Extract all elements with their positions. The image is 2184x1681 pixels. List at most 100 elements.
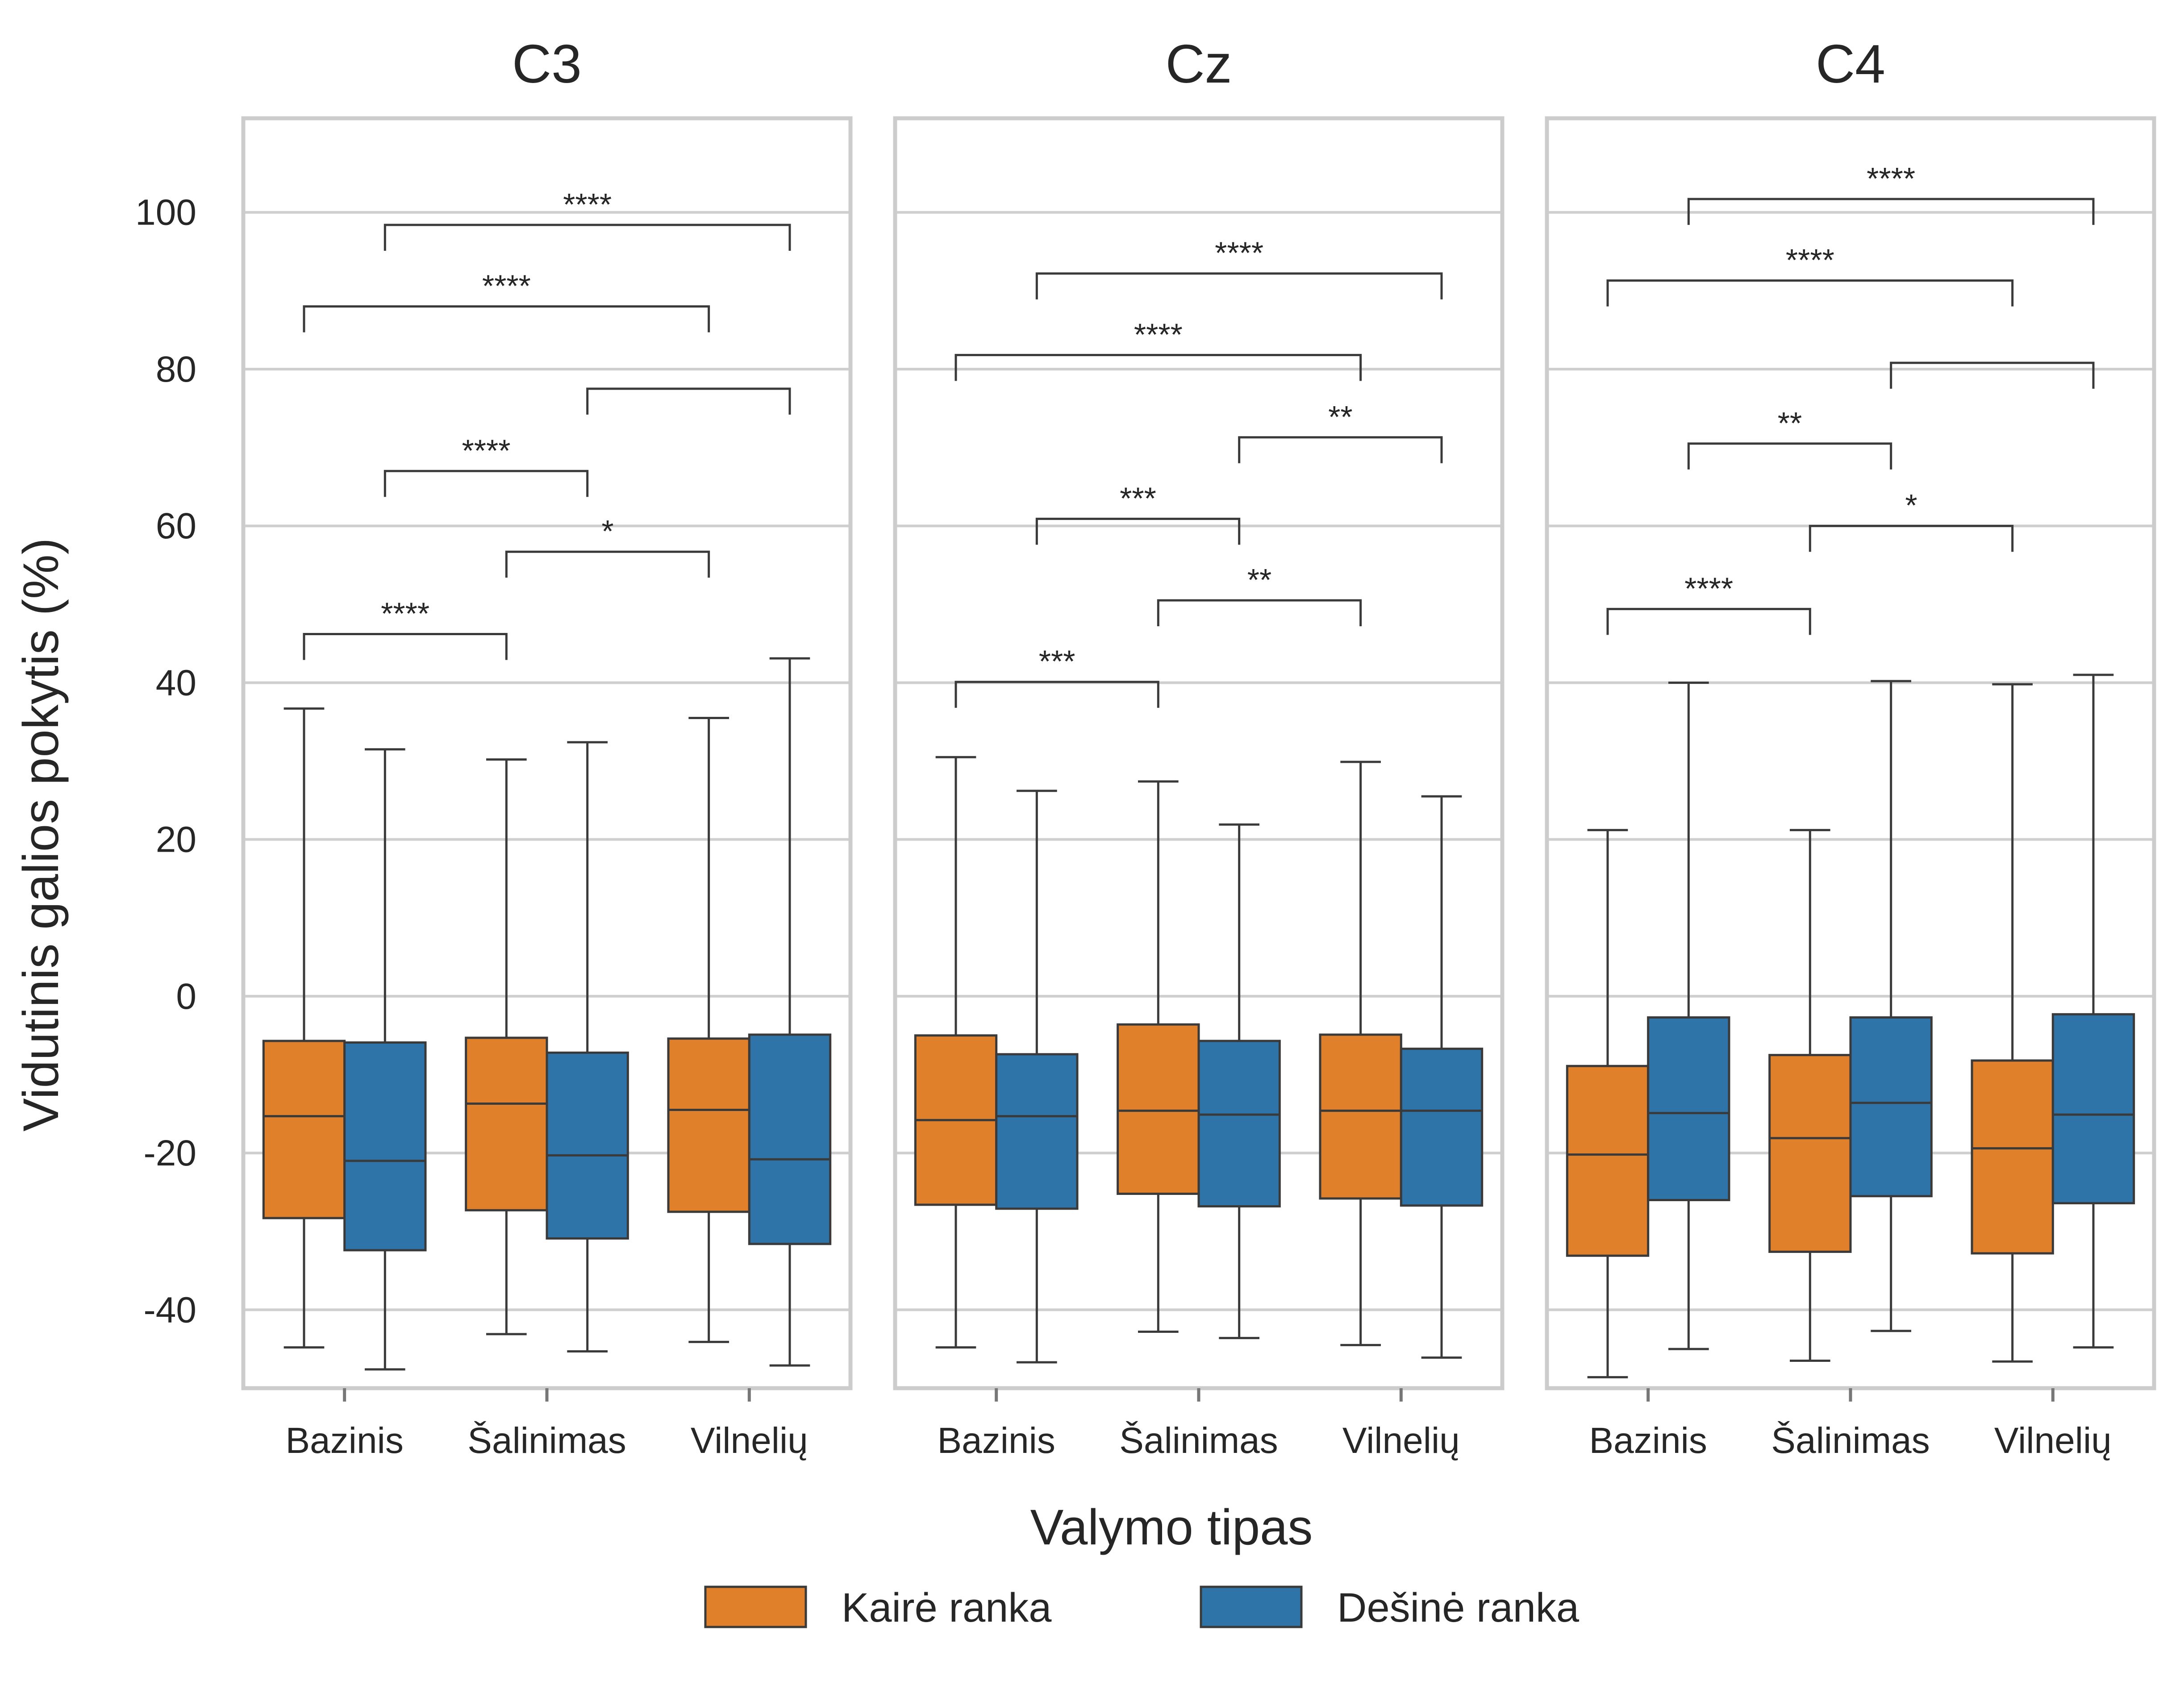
significance-bracket: *** [954, 644, 1159, 708]
significance-bracket: **** [383, 187, 791, 251]
legend-swatch [704, 1585, 807, 1628]
significance-bracket: * [505, 514, 710, 578]
bracket-line [1035, 272, 1443, 300]
iqr-box [1971, 1059, 2054, 1255]
bracket-line [303, 633, 508, 660]
x-tick-label: Vilnelių [1994, 1420, 2112, 1461]
significance-label: ** [1778, 406, 1802, 441]
iqr-box [465, 1036, 548, 1211]
box-vilnelių-kaire [667, 716, 750, 1343]
iqr-box [995, 1053, 1079, 1210]
significance-label: **** [563, 187, 612, 222]
panel-title: C4 [1816, 33, 1885, 94]
bracket-line [1687, 442, 1892, 470]
y-axis-label: Vidutinis galios pokytis (%) [13, 538, 69, 1132]
bracket-line [586, 387, 791, 415]
bracket-line [1238, 436, 1443, 463]
y-tick-label: 80 [156, 349, 196, 390]
y-tick-label: 100 [135, 192, 196, 233]
box-vilnelių-desine [748, 657, 832, 1367]
iqr-box [262, 1040, 346, 1219]
bracket-line [1035, 517, 1241, 545]
bracket-line [1606, 279, 2014, 307]
bracket-line [1157, 599, 1362, 627]
iqr-box [2051, 1013, 2135, 1205]
box-bazinis-desine [1647, 681, 1730, 1350]
significance-bracket: **** [954, 317, 1362, 381]
iqr-box [1768, 1054, 1852, 1253]
x-tick-label: Bazinis [285, 1420, 403, 1461]
significance-label: * [1905, 488, 1917, 523]
x-tick-label: Šalinimas [1771, 1420, 1930, 1461]
x-tick-label: Bazinis [937, 1420, 1055, 1461]
significance-label: * [601, 514, 613, 549]
significance-bracket: **** [1606, 243, 2014, 307]
significance-bracket: *** [1035, 481, 1241, 545]
iqr-box [748, 1033, 832, 1245]
box-vilnelių-desine [2051, 674, 2135, 1349]
panels: C3 -40 -20 0 20 40 60 80 100 Bazinis Šalinimas Viln… [135, 33, 2156, 1461]
x-tick-label: Bazinis [1589, 1420, 1707, 1461]
x-tick-label: Vilnelių [691, 1420, 808, 1461]
iqr-box [1319, 1033, 1402, 1200]
significance-label: **** [381, 596, 429, 631]
significance-label: **** [1134, 317, 1183, 352]
box-šalinimas-kaire [465, 758, 548, 1336]
iqr-box [546, 1051, 629, 1240]
y-tick-label: 40 [156, 662, 196, 703]
significance-label: ** [1328, 399, 1352, 434]
legend: Kairė ranka Dešinė ranka [704, 1585, 1580, 1631]
panel-c3: C3 -40 -20 0 20 40 60 80 100 Bazinis Šalinimas Viln… [135, 33, 853, 1461]
bracket-line [1606, 607, 1811, 635]
bracket-line [505, 550, 710, 578]
iqr-box [1647, 1016, 1730, 1202]
y-tick-label: -40 [143, 1290, 196, 1330]
box-bazinis-desine [995, 790, 1079, 1364]
y-tick-label: 60 [156, 506, 196, 546]
significance-bracket: **** [303, 596, 508, 660]
significance-bracket [1890, 362, 2095, 389]
iqr-box [1849, 1016, 1933, 1198]
significance-label: **** [462, 433, 511, 468]
y-tick-label: 0 [176, 976, 196, 1017]
iqr-box [1566, 1065, 1650, 1257]
box-šalinimas-kaire [1768, 829, 1852, 1362]
significance-bracket: **** [383, 433, 589, 497]
box-bazinis-kaire [914, 756, 998, 1349]
x-tick-label: Šalinimas [1119, 1420, 1278, 1461]
box-šalinimas-desine [546, 741, 629, 1352]
significance-bracket: * [1809, 488, 2014, 552]
x-tick-label: Vilnelių [1342, 1420, 1460, 1461]
box-vilnelių-desine [1400, 795, 1484, 1359]
box-šalinimas-kaire [1117, 780, 1200, 1333]
significance-label: **** [482, 268, 531, 303]
bracket-line [303, 305, 710, 333]
iqr-box [667, 1037, 750, 1213]
iqr-box [343, 1041, 427, 1252]
significance-label: *** [1039, 644, 1075, 679]
significance-bracket: **** [1035, 236, 1443, 300]
significance-label: *** [1120, 481, 1156, 516]
y-tick-label: -20 [143, 1133, 196, 1173]
x-tick-label: Šalinimas [467, 1420, 626, 1461]
box-bazinis-kaire [262, 707, 346, 1349]
panel-title: C3 [512, 33, 582, 94]
significance-bracket: ** [1687, 406, 1892, 470]
legend-item: Dešinė ranka [1200, 1585, 1580, 1631]
bracket-line [1890, 362, 2095, 389]
significance-bracket [586, 387, 791, 415]
panel-title: Cz [1165, 33, 1232, 94]
bracket-line [954, 354, 1362, 381]
legend-item: Kairė ranka [704, 1585, 1052, 1631]
significance-label: **** [1684, 571, 1733, 606]
significance-bracket: **** [303, 268, 710, 333]
iqr-box [1117, 1023, 1200, 1195]
iqr-box [1400, 1048, 1484, 1207]
box-šalinimas-desine [1197, 823, 1281, 1340]
significance-label: **** [1215, 236, 1263, 270]
box-vilnelių-kaire [1971, 683, 2054, 1363]
bracket-line [1809, 524, 2014, 552]
